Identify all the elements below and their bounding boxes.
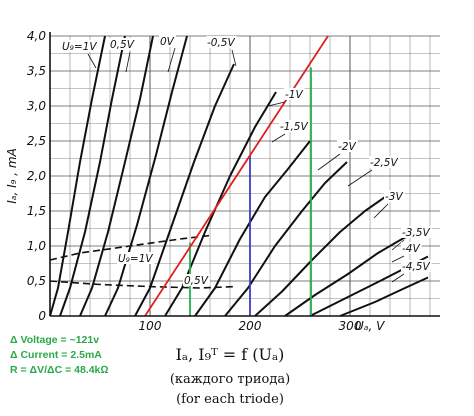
y-tick-label: 2,5 (27, 134, 46, 148)
anode-curve-0 (49, 35, 106, 317)
delta-voltage-annotation: Δ Voltage = ~121v (10, 334, 100, 346)
curve-label-background (401, 260, 432, 272)
curve-label-background (159, 35, 176, 47)
curve-label-leader (267, 101, 286, 107)
y-tick-label: 4,0 (27, 29, 46, 43)
y-tick-label: 3,5 (27, 64, 46, 78)
curve-label-leader (391, 273, 405, 283)
curve-label: -4V (402, 243, 420, 255)
curve-label: -3,5V (402, 227, 430, 239)
chart-axes (49, 32, 440, 317)
anode-curve-3 (104, 35, 188, 317)
curve-label: -2,5V (370, 157, 398, 169)
curve-label-leader (347, 169, 373, 187)
load-line (144, 35, 329, 317)
curve-label-leader (271, 133, 286, 143)
anode-curve-2 (79, 35, 154, 317)
curve-label-background (384, 190, 405, 202)
curve-label-background (369, 156, 400, 168)
curve-label-leader (125, 51, 131, 73)
grid-current-curve-1 (49, 280, 236, 289)
y-tick-label: 0 (38, 309, 46, 323)
curve-label: 0V (160, 36, 175, 48)
chart-grid (49, 35, 440, 317)
anode-curve-6 (194, 140, 311, 317)
curve-label: 0,5V (110, 39, 135, 51)
x-tick-label: 100 (139, 319, 162, 333)
curve-label-background (109, 38, 136, 50)
curve-label-background (401, 242, 422, 254)
y-axis-label: Iₐ, I₉ , mA (5, 148, 19, 204)
y-tick-label: 3,0 (27, 99, 46, 113)
curve-label: -0,5V (207, 37, 235, 49)
curve-label-leader (167, 47, 176, 73)
grid-curve-label-background (183, 274, 210, 286)
delta-current-annotation: Δ Current = 2.5mA (10, 349, 102, 361)
curve-label-background (284, 88, 305, 100)
x-tick-label: 300 (339, 319, 362, 333)
resistance-annotation: R = ΔV/ΔC = 48.4kΩ (10, 364, 109, 376)
grid-current-curve-0 (49, 234, 211, 261)
curve-label-background (401, 226, 432, 238)
curve-label: -4,5V (402, 261, 430, 273)
curve-label-leader (373, 203, 389, 219)
anode-curve-8 (254, 196, 386, 317)
curve-label: -3V (385, 191, 403, 203)
curve-label: -2V (338, 141, 356, 153)
caption-russian: (каждого триода) (169, 372, 291, 387)
grid-curve-label: U₉=1V (118, 253, 153, 265)
curve-label-background (206, 36, 237, 48)
curve-label: -1,5V (280, 121, 308, 133)
grid-curve-label-background (117, 252, 155, 264)
anode-curve-5 (164, 91, 277, 317)
curve-label-leader (317, 153, 341, 171)
caption-formula: Iₐ, I₉ᵀ = f (Uₐ) (175, 345, 285, 364)
curve-label-leader (87, 53, 97, 69)
caption-english: (for each triode) (176, 392, 284, 407)
curve-label-leader (391, 255, 405, 263)
curve-label: -1V (285, 89, 303, 101)
curve-label-background (279, 120, 310, 132)
curve-label-background (61, 40, 99, 52)
y-tick-label: 1,0 (27, 239, 46, 253)
y-tick-label: 1,5 (27, 204, 46, 218)
grid-curve-label: 0,5V (184, 275, 209, 287)
anode-curve-1 (59, 35, 126, 317)
curve-label-leader (231, 49, 237, 67)
curve-label-leader (391, 239, 405, 251)
y-tick-label: 2,0 (27, 169, 46, 183)
y-tick-label: 0,5 (27, 274, 46, 288)
curve-label: U₉=1V (62, 41, 97, 53)
anode-curve-7 (224, 161, 348, 317)
x-axis-label: Uₐ, V (355, 319, 385, 333)
x-tick-label: 200 (239, 319, 262, 333)
anode-curve-11 (339, 276, 429, 317)
anode-curve-4 (134, 63, 235, 317)
curve-label-background (337, 140, 358, 152)
